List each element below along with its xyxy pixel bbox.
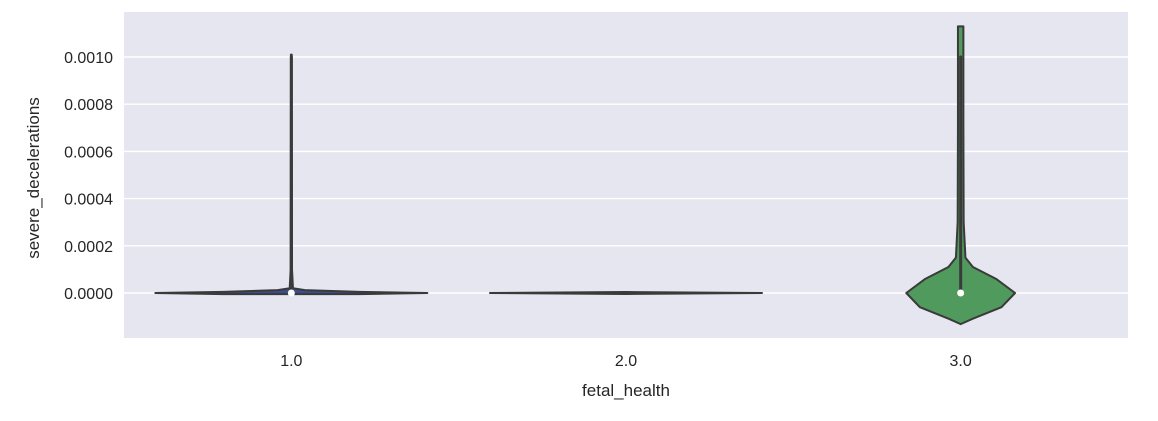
x-axis-label: fetal_health [582,381,670,400]
y-tick-label: 0.0008 [64,97,113,114]
median-dot [957,289,965,297]
violins [154,25,1017,326]
y-tick-label: 0.0006 [64,144,113,161]
y-tick-labels: 0.0000 0.0002 0.0004 0.0006 0.0008 0.0010 [64,50,113,303]
x-tick-label: 2.0 [615,353,637,370]
y-axis-label: severe_decelerations [24,97,43,259]
violin-3.0 [905,25,1017,326]
violin-2.0 [489,291,763,295]
x-tick-label: 3.0 [950,353,972,370]
y-tick-label: 0.0004 [64,192,113,209]
y-tick-label: 0.0002 [64,239,113,256]
y-tick-label: 0.0000 [64,286,113,303]
x-tick-labels: 1.0 2.0 3.0 [280,353,972,370]
violin-body [489,291,763,295]
median-dot [287,289,295,297]
x-tick-label: 1.0 [280,353,302,370]
violin-1.0 [154,53,429,297]
y-tick-label: 0.0010 [64,50,113,67]
